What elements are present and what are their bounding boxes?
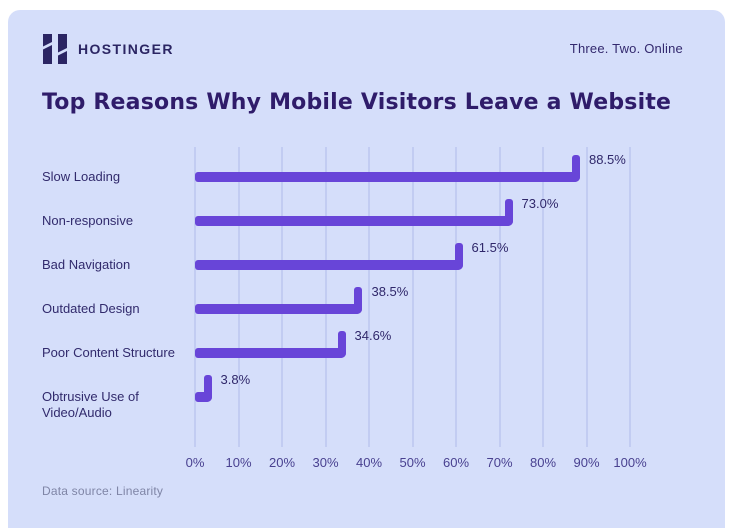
brand-header: HOSTINGER [42,34,174,64]
x-axis-tick-label: 10% [225,455,252,470]
x-axis-tick-label: 80% [529,455,557,470]
x-axis-tick-label: 90% [573,455,600,470]
x-axis-tick-label: 20% [268,455,296,470]
page-title: Top Reasons Why Mobile Visitors Leave a … [42,90,672,115]
gridline [498,147,501,447]
gridline [281,147,283,447]
category-label: Non-responsive [42,213,134,228]
value-label: 88.5% [588,152,626,167]
bar [195,216,513,226]
gridline [542,147,544,447]
gridline [455,147,457,447]
hostinger-logo-icon [42,34,68,64]
bar [195,304,363,314]
x-axis-tick-label: 30% [312,455,339,470]
x-axis-tick-label: 0% [185,455,205,470]
bar [195,260,463,270]
bar-tip [504,199,513,226]
value-label: 34.6% [354,328,392,343]
brand-wordmark: HOSTINGER [78,41,174,57]
gridline [585,147,588,447]
gridline [368,147,370,447]
x-axis-tick-label: 50% [399,455,426,470]
value-label: 3.8% [220,372,251,387]
bar-tip [203,375,212,402]
gridline [237,147,240,447]
value-label: 61.5% [471,240,509,255]
gridline [411,147,414,447]
gridline [194,147,196,447]
category-label: Obtrusive Use of Video/Audio [42,389,139,420]
value-label: 73.0% [521,196,559,211]
bar [195,392,212,402]
data-source-note: Data source: Linearity [42,484,164,498]
category-label: Outdated Design [42,301,140,316]
category-label: Bad Navigation [42,257,131,272]
bar [195,348,346,358]
brand-tagline: Three. Two. Online [569,41,683,56]
value-label: 38.5% [371,284,409,299]
category-label: Slow Loading [42,169,121,184]
bar-tip [337,331,346,358]
x-axis-tick-label: 70% [486,455,513,470]
category-label: Poor Content Structure [42,345,175,360]
bar-tip [354,287,363,314]
x-axis-tick-label: 40% [355,455,383,470]
bar-tip [571,155,580,182]
bar-tip [454,243,463,270]
bar [195,172,580,182]
gridline [324,147,327,447]
gridline [629,147,631,447]
x-axis-tick-label: 60% [442,455,470,470]
x-axis-tick-label: 100% [613,455,647,470]
